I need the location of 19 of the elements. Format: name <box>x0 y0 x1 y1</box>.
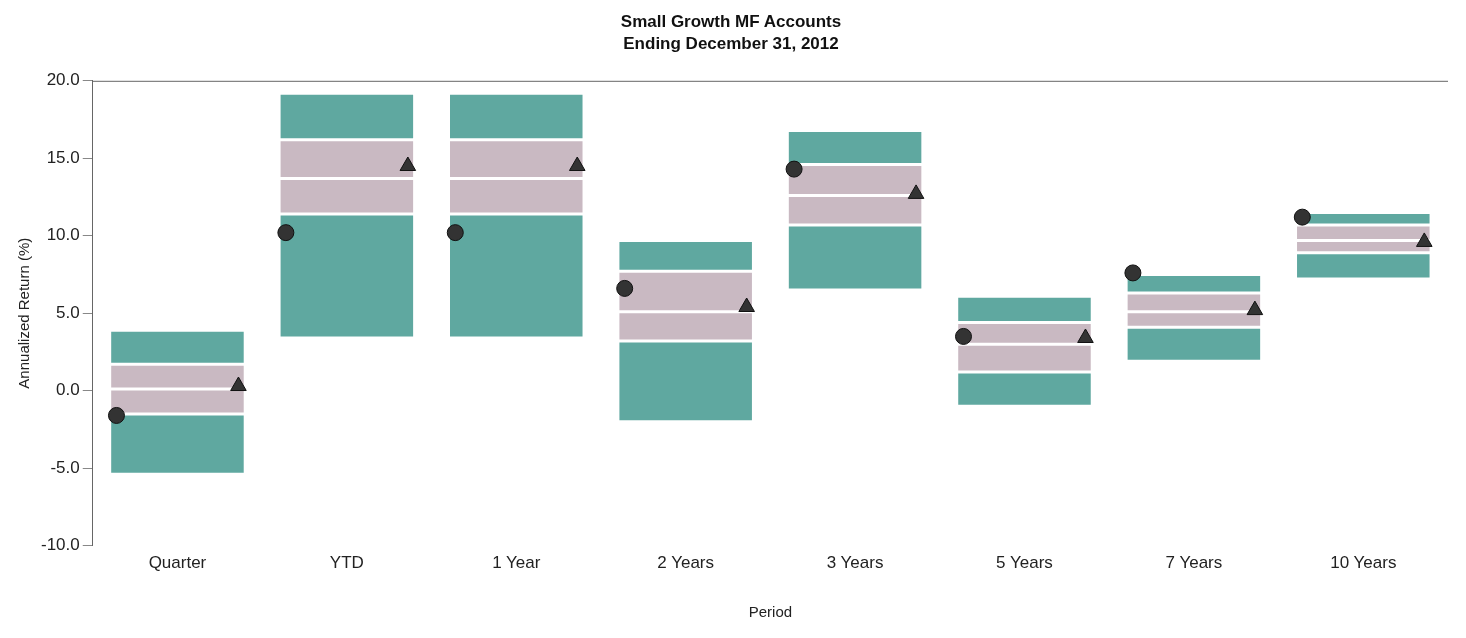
y-axis-title: Annualized Return (%) <box>15 237 33 389</box>
x-tick-label: Quarter <box>148 553 207 573</box>
chart-title: Small Growth MF Accounts <box>620 11 842 31</box>
x-tick-label: 10 Years <box>1330 553 1397 573</box>
x-tick-label: YTD <box>329 553 364 573</box>
x-tick-label: 5 Years <box>996 553 1053 573</box>
y-tick-label: 5.0 <box>56 302 80 322</box>
y-tick-label: 10.0 <box>46 225 80 245</box>
x-tick-label: 1 Year <box>492 553 541 573</box>
y-tick-label: -10.0 <box>41 535 80 555</box>
x-axis-title: Period <box>748 603 793 621</box>
y-tick-label: 0.0 <box>56 380 80 400</box>
y-tick-label: 20.0 <box>46 70 80 90</box>
y-tick-label: -5.0 <box>50 457 80 477</box>
x-tick-label: 7 Years <box>1165 553 1223 573</box>
chart-subtitle: Ending December 31, 2012 <box>623 34 839 54</box>
x-tick-label: 3 Years <box>826 553 884 573</box>
y-tick-label: 15.0 <box>46 147 80 167</box>
x-tick-label: 2 Years <box>657 553 715 573</box>
